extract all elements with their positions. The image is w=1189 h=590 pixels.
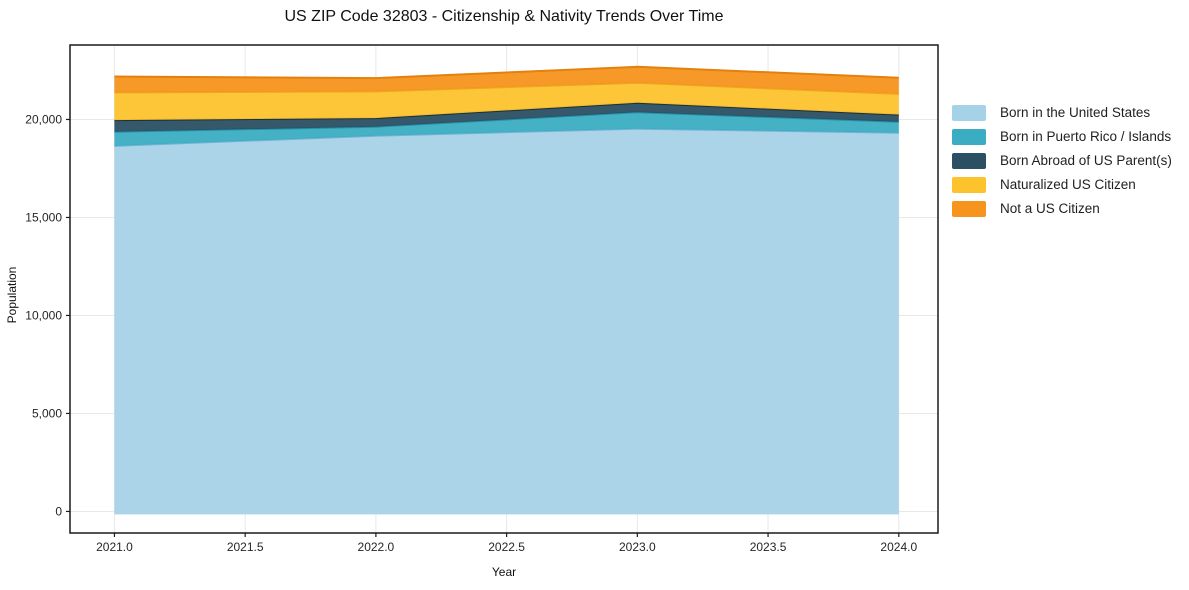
- legend: Born in the United States Born in Puerto …: [952, 104, 1172, 217]
- legend-swatch-born-in-the-united-states: [952, 104, 986, 121]
- legend-item-born-in-the-united-states: Born in the United States: [952, 104, 1172, 121]
- x-tick-label: 2021.5: [227, 540, 264, 554]
- x-axis-title: Year: [491, 565, 517, 579]
- area-born-abroad-of-us-parent-s: [114, 102, 899, 132]
- legend-item-naturalized-us-citizen: Naturalized US Citizen: [952, 176, 1172, 193]
- legend-swatch-born-in-puerto-rico-islands: [952, 128, 986, 145]
- x-tick-label: 2023.0: [619, 540, 656, 554]
- legend-label: Born in the United States: [1000, 105, 1151, 120]
- x-tick-label: 2021.0: [96, 540, 133, 554]
- x-tick-label: 2022.5: [488, 540, 525, 554]
- y-tick-label: 15,000: [25, 210, 62, 224]
- area-born-in-puerto-rico-islands: [114, 112, 899, 146]
- x-tick-label: 2023.5: [750, 540, 787, 554]
- legend-item-born-abroad-of-us-parent-s: Born Abroad of US Parent(s): [952, 152, 1172, 169]
- plot-border: [69, 44, 939, 534]
- y-tick-label: 10,000: [25, 308, 62, 322]
- x-tick-label: 2024.0: [880, 540, 917, 554]
- legend-swatch-not-a-us-citizen: [952, 200, 986, 217]
- y-axis-title: Population: [5, 266, 19, 324]
- area-born-in-the-united-states: [114, 128, 899, 515]
- legend-label: Not a US Citizen: [1000, 201, 1100, 216]
- y-tick-label: 20,000: [25, 112, 62, 126]
- legend-label: Naturalized US Citizen: [1000, 177, 1136, 192]
- y-tick-label: 5,000: [32, 406, 62, 420]
- legend-swatch-naturalized-us-citizen: [952, 176, 986, 193]
- legend-swatch-born-abroad-of-us-parent-s: [952, 152, 986, 169]
- legend-item-not-a-us-citizen: Not a US Citizen: [952, 200, 1172, 217]
- edge-not-a-us-citizen: [114, 65, 899, 80]
- chart-title: US ZIP Code 32803 - Citizenship & Nativi…: [284, 8, 724, 25]
- y-tick-label: 0: [55, 504, 62, 518]
- legend-item-born-in-puerto-rico-islands: Born in Puerto Rico / Islands: [952, 128, 1172, 145]
- x-tick-label: 2022.0: [358, 540, 395, 554]
- legend-label: Born Abroad of US Parent(s): [1000, 153, 1172, 168]
- legend-label: Born in Puerto Rico / Islands: [1000, 129, 1172, 144]
- area-not-a-us-citizen: [114, 66, 899, 94]
